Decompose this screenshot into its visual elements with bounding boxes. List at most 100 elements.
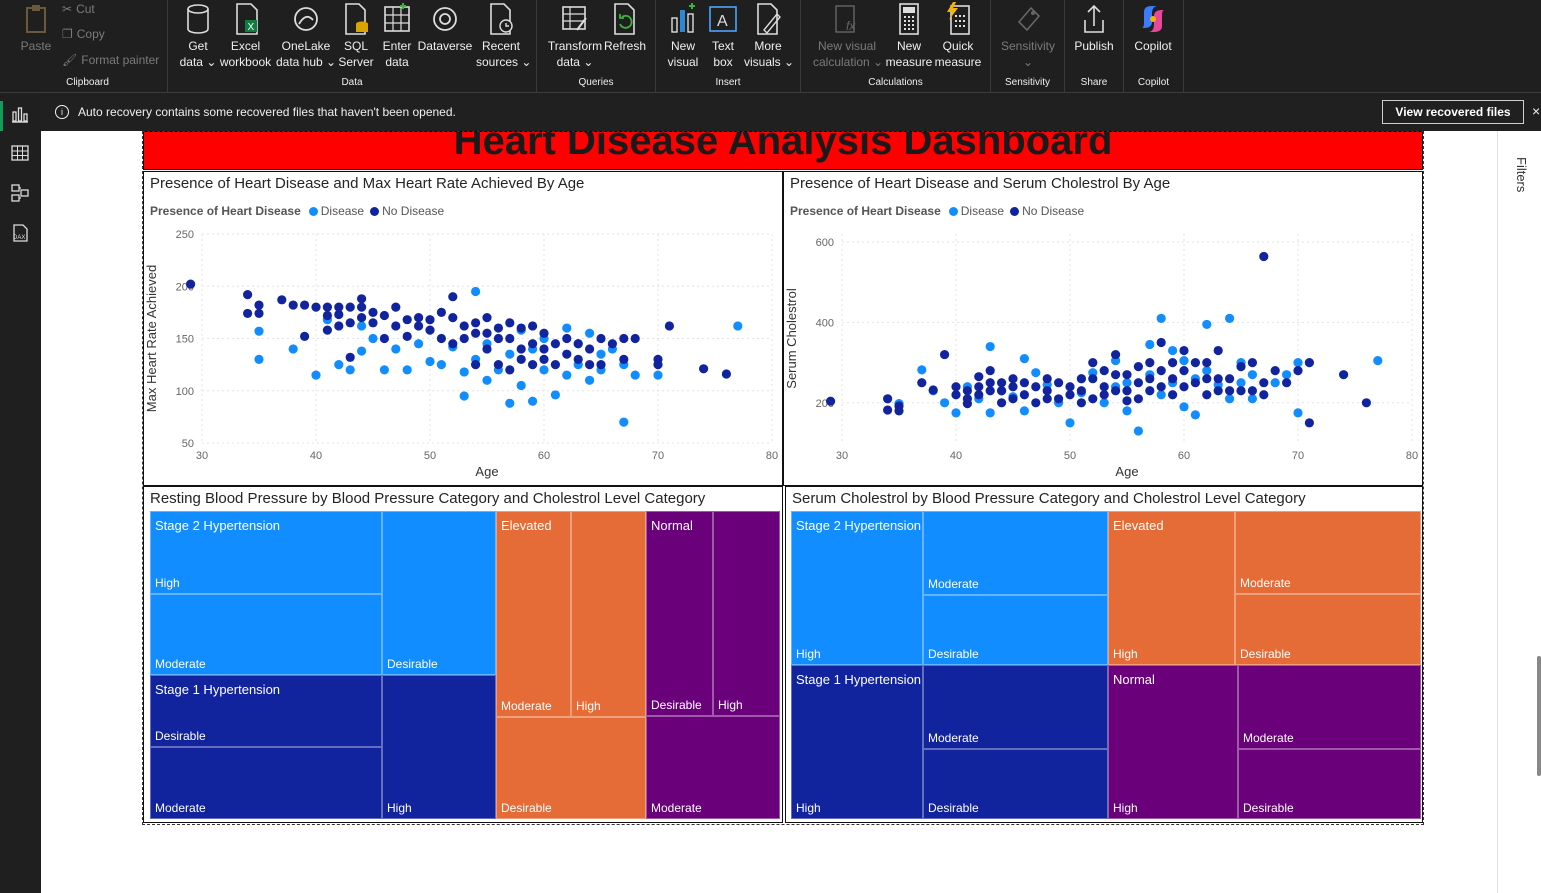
data-point-no-disease[interactable]	[482, 313, 492, 323]
data-point-no-disease[interactable]	[1031, 398, 1041, 408]
data-point-disease[interactable]	[391, 344, 401, 354]
close-notification-icon[interactable]: ×	[1532, 103, 1541, 119]
data-point-disease[interactable]	[1133, 426, 1143, 436]
data-point-no-disease[interactable]	[1202, 358, 1212, 368]
data-point-disease[interactable]	[1122, 406, 1132, 416]
data-point-no-disease[interactable]	[883, 405, 893, 415]
data-point-no-disease[interactable]	[940, 349, 950, 360]
data-point-no-disease[interactable]	[379, 310, 389, 321]
data-point-no-disease[interactable]	[186, 279, 196, 289]
data-point-no-disease[interactable]	[493, 360, 503, 370]
data-point-no-disease[interactable]	[1259, 378, 1269, 388]
treemap-cell-t1-el-high[interactable]: High	[571, 511, 646, 717]
data-point-no-disease[interactable]	[528, 360, 538, 370]
treemap-cell-t1-el-moderate[interactable]: Elevated Moderate	[496, 511, 571, 717]
data-point-no-disease[interactable]	[619, 333, 629, 344]
data-point-no-disease[interactable]	[448, 313, 458, 323]
data-point-no-disease[interactable]	[883, 394, 893, 404]
data-point-disease[interactable]	[528, 396, 538, 406]
data-point-disease[interactable]	[436, 360, 446, 370]
quick-measure-button[interactable]: Quick measure	[933, 0, 983, 70]
treemap-cell-t1-s2-moderate[interactable]: Moderate	[150, 594, 382, 675]
data-point-disease[interactable]	[1225, 313, 1235, 324]
treemap-cell-t2-s2-high[interactable]: Stage 2 Hypertension High	[791, 511, 923, 665]
data-point-no-disease[interactable]	[243, 290, 253, 300]
data-point-disease[interactable]	[562, 323, 572, 333]
data-point-no-disease[interactable]	[1145, 358, 1155, 368]
treemap-cell-t2-no-high[interactable]: Normal High	[1108, 665, 1238, 819]
data-point-no-disease[interactable]	[300, 300, 310, 310]
data-point-disease[interactable]	[1156, 313, 1166, 324]
data-point-disease[interactable]	[482, 375, 492, 385]
data-point-no-disease[interactable]	[1076, 374, 1086, 384]
treemap-cell-t1-s1-moderate[interactable]: Moderate	[150, 747, 382, 819]
data-point-no-disease[interactable]	[391, 302, 401, 312]
data-point-no-disease[interactable]	[1099, 390, 1109, 400]
data-point-disease[interactable]	[985, 341, 995, 352]
data-point-no-disease[interactable]	[1225, 386, 1235, 396]
data-point-no-disease[interactable]	[368, 307, 378, 317]
treemap-cell-t1-s1-desirable[interactable]: Stage 1 Hypertension Desirable	[150, 675, 382, 747]
data-point-no-disease[interactable]	[1179, 366, 1189, 376]
treemap-cell-t1-s1-high[interactable]: High	[382, 675, 496, 819]
paste-button[interactable]: Paste	[16, 0, 56, 54]
legend-item-no-disease[interactable]: No Disease	[370, 204, 444, 218]
format-painter-button[interactable]: 🖌 Format painter	[62, 53, 160, 67]
data-point-no-disease[interactable]	[1019, 378, 1029, 388]
data-point-disease[interactable]	[1122, 378, 1132, 388]
scatter-cholestrol-panel[interactable]: Presence of Heart Disease and Serum Chol…	[783, 171, 1423, 486]
data-point-disease[interactable]	[562, 370, 572, 380]
new-visual-button[interactable]: New visual	[662, 0, 704, 70]
data-point-disease[interactable]	[1145, 339, 1155, 350]
data-point-disease[interactable]	[516, 380, 526, 391]
data-point-disease[interactable]	[539, 365, 549, 375]
data-point-no-disease[interactable]	[1122, 370, 1132, 380]
data-point-no-disease[interactable]	[1156, 382, 1166, 392]
data-point-no-disease[interactable]	[619, 354, 629, 364]
data-point-no-disease[interactable]	[699, 364, 709, 374]
data-point-disease[interactable]	[1293, 408, 1303, 418]
data-point-no-disease[interactable]	[1156, 337, 1166, 348]
treemap-cell-t1-s2-desirable[interactable]: Desirable	[382, 511, 496, 675]
data-point-disease[interactable]	[505, 398, 515, 408]
data-point-disease[interactable]	[1168, 345, 1178, 356]
data-point-no-disease[interactable]	[368, 318, 378, 328]
treemap-cell-t1-s2-high[interactable]: Stage 2 Hypertension High	[150, 511, 382, 594]
data-point-disease[interactable]	[1031, 368, 1041, 378]
data-point-no-disease[interactable]	[1179, 345, 1189, 356]
data-point-no-disease[interactable]	[1099, 382, 1109, 392]
data-point-no-disease[interactable]	[550, 339, 560, 349]
data-point-no-disease[interactable]	[894, 406, 904, 416]
data-point-disease[interactable]	[1247, 394, 1257, 404]
scatter-heart-rate-panel[interactable]: Presence of Heart Disease and Max Heart …	[143, 171, 783, 486]
data-point-no-disease[interactable]	[1042, 374, 1052, 384]
data-point-disease[interactable]	[940, 398, 950, 408]
data-point-no-disease[interactable]	[516, 344, 526, 354]
data-point-no-disease[interactable]	[1099, 366, 1109, 376]
data-point-no-disease[interactable]	[596, 360, 606, 370]
data-point-no-disease[interactable]	[1133, 394, 1143, 404]
treemap-cell-t2-s1-desirable[interactable]: Desirable	[923, 749, 1108, 819]
copilot-button[interactable]: Copilot	[1130, 0, 1176, 54]
data-point-disease[interactable]	[1202, 366, 1212, 376]
data-point-disease[interactable]	[619, 417, 629, 427]
data-point-no-disease[interactable]	[962, 399, 972, 409]
data-point-no-disease[interactable]	[1270, 366, 1280, 376]
legend-item-disease[interactable]: Disease	[948, 204, 1004, 218]
data-point-disease[interactable]	[1065, 418, 1075, 428]
data-point-no-disease[interactable]	[1042, 394, 1052, 404]
data-point-no-disease[interactable]	[505, 318, 515, 328]
data-point-no-disease[interactable]	[1168, 390, 1178, 400]
treemap-cell-t2-no-moderate[interactable]: Moderate	[1238, 665, 1421, 749]
data-point-disease[interactable]	[1247, 370, 1257, 380]
data-point-no-disease[interactable]	[1225, 374, 1235, 384]
data-point-no-disease[interactable]	[425, 325, 435, 335]
data-point-no-disease[interactable]	[528, 339, 538, 349]
data-point-no-disease[interactable]	[1054, 394, 1064, 404]
treemap-cell-t2-el-moderate[interactable]: Moderate	[1235, 511, 1421, 594]
data-point-no-disease[interactable]	[1145, 386, 1155, 396]
data-point-no-disease[interactable]	[1190, 358, 1200, 368]
data-point-disease[interactable]	[630, 370, 640, 380]
data-point-no-disease[interactable]	[277, 295, 287, 305]
